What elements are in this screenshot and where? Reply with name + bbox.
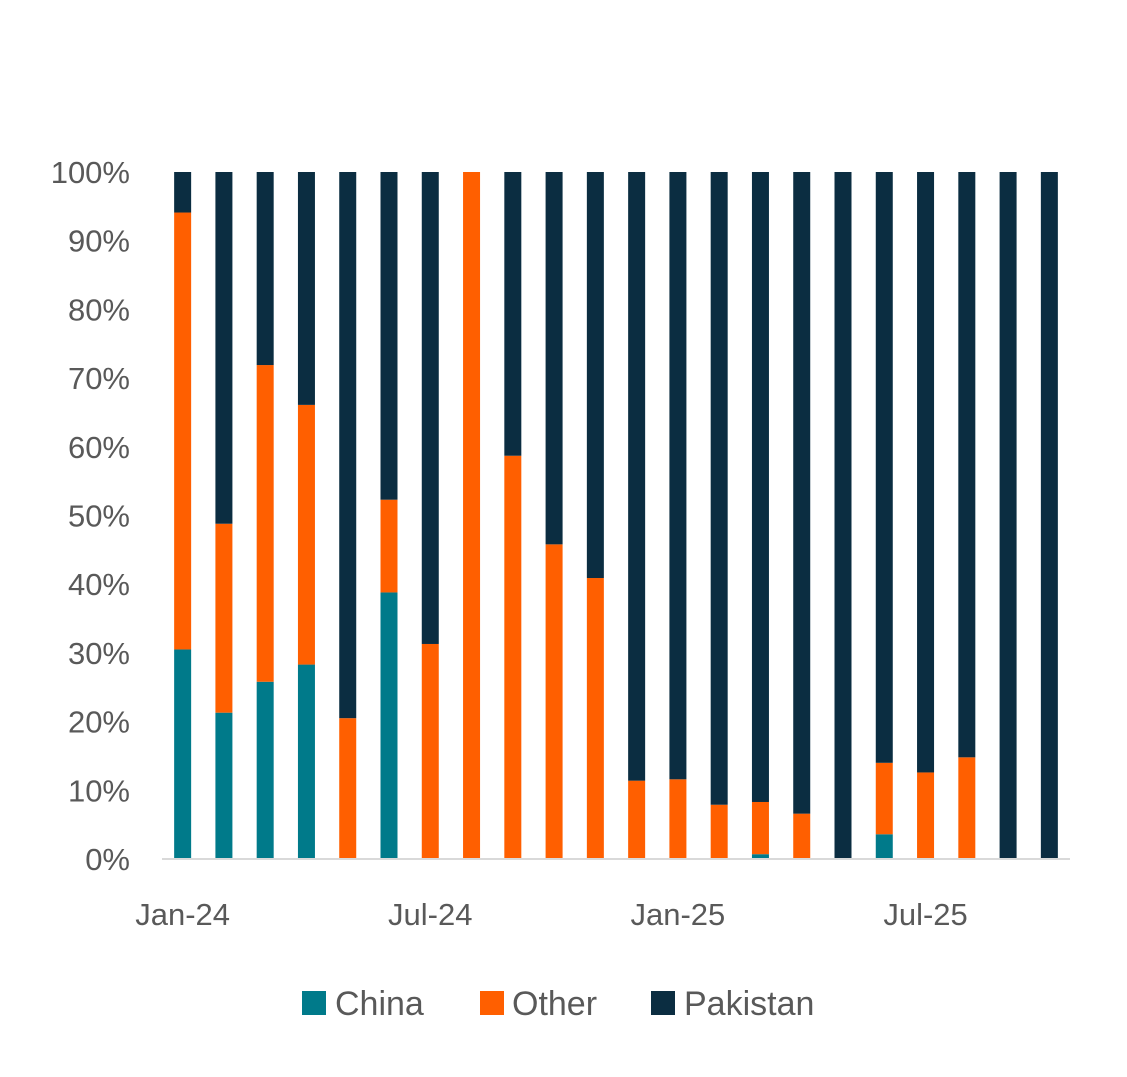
bar-segment-other-apr-25 — [793, 813, 811, 859]
bar-segment-pakistan-may-24 — [339, 172, 357, 719]
y-axis-tick-labels: 0% 10% 20% 30% 40% 50% 60% 70% 80% 90% 100% — [51, 155, 130, 877]
legend-label-pakistan: Pakistan — [684, 985, 814, 1023]
y-tick-label: 0% — [85, 842, 130, 877]
bar-segment-pakistan-may-25 — [834, 172, 852, 859]
bar-segment-pakistan-jun-24 — [380, 172, 398, 500]
x-tick-label: Jan-24 — [135, 897, 230, 932]
bar-segment-pakistan-jan-25 — [669, 172, 687, 780]
y-tick-label: 30% — [68, 636, 130, 671]
x-tick-label: Jul-25 — [883, 897, 967, 932]
bar-segment-other-jan-25 — [669, 779, 687, 859]
bar-segment-other-apr-24 — [297, 404, 315, 665]
bar-segment-pakistan-sep-25 — [999, 172, 1017, 859]
x-axis-tick-labels: Jan-24 Jul-24 Jan-25 Jul-25 — [135, 897, 968, 932]
y-tick-label: 70% — [68, 361, 130, 396]
bar-segment-pakistan-oct-24 — [545, 172, 563, 545]
bar-segment-other-feb-25 — [710, 804, 728, 859]
bar-segment-china-jun-25 — [875, 834, 893, 859]
legend-swatch-other — [480, 991, 504, 1015]
bar-segment-pakistan-feb-25 — [710, 172, 728, 805]
legend-swatch-pakistan — [651, 991, 675, 1015]
bar-segment-china-feb-24 — [215, 712, 233, 859]
bars-layer — [174, 172, 1058, 859]
bar-segment-pakistan-jan-24 — [174, 172, 192, 213]
bar-segment-pakistan-oct-25 — [1040, 172, 1058, 859]
legend-label-china: China — [335, 985, 424, 1023]
y-tick-label: 80% — [68, 292, 130, 327]
legend-item-pakistan: Pakistan — [651, 985, 814, 1023]
x-tick-label: Jan-25 — [631, 897, 726, 932]
bar-segment-other-dec-24 — [628, 780, 646, 859]
bar-segment-other-jul-25 — [917, 772, 935, 859]
legend-item-other: Other — [480, 985, 597, 1023]
bar-segment-pakistan-jun-25 — [875, 172, 893, 763]
bar-segment-other-jun-25 — [875, 762, 893, 835]
x-tick-label: Jul-24 — [388, 897, 472, 932]
y-tick-label: 90% — [68, 224, 130, 259]
bar-segment-other-nov-24 — [586, 578, 604, 859]
bar-segment-pakistan-jul-24 — [421, 172, 439, 644]
bar-segment-china-jan-24 — [174, 649, 192, 859]
bar-segment-china-apr-24 — [297, 664, 315, 859]
bar-segment-pakistan-apr-25 — [793, 172, 811, 814]
bar-segment-other-sep-24 — [504, 455, 522, 859]
bar-segment-china-mar-24 — [256, 681, 274, 859]
bar-segment-china-jun-24 — [380, 592, 398, 859]
y-tick-label: 20% — [68, 705, 130, 740]
bar-segment-pakistan-feb-24 — [215, 172, 233, 524]
bar-segment-pakistan-mar-24 — [256, 172, 274, 366]
bar-segment-pakistan-nov-24 — [586, 172, 604, 579]
legend-label-other: Other — [512, 985, 597, 1023]
bar-segment-other-aug-25 — [958, 757, 976, 859]
bar-segment-pakistan-aug-25 — [958, 172, 976, 758]
bar-segment-pakistan-mar-25 — [751, 172, 769, 802]
bar-segment-pakistan-sep-24 — [504, 172, 522, 456]
y-tick-label: 60% — [68, 430, 130, 465]
legend-item-china: China — [302, 985, 424, 1023]
bar-segment-pakistan-jul-25 — [917, 172, 935, 773]
y-tick-label: 50% — [68, 499, 130, 534]
bar-segment-other-oct-24 — [545, 544, 563, 859]
bar-segment-other-jul-24 — [421, 643, 439, 859]
bar-segment-other-mar-25 — [751, 801, 769, 855]
legend-swatch-china — [302, 991, 326, 1015]
legend: China Other Pakistan — [302, 985, 814, 1023]
bar-segment-china-mar-25 — [751, 854, 769, 859]
bar-segment-other-may-24 — [339, 718, 357, 859]
y-tick-label: 100% — [51, 155, 130, 190]
bar-segment-other-jan-24 — [174, 212, 192, 650]
y-tick-label: 10% — [68, 773, 130, 808]
bar-segment-pakistan-apr-24 — [297, 172, 315, 405]
y-tick-label: 40% — [68, 567, 130, 602]
bar-segment-other-feb-24 — [215, 523, 233, 713]
bar-segment-pakistan-dec-24 — [628, 172, 646, 781]
bar-segment-other-jun-24 — [380, 499, 398, 593]
bar-segment-other-aug-24 — [463, 172, 481, 859]
bar-segment-other-mar-24 — [256, 365, 274, 682]
